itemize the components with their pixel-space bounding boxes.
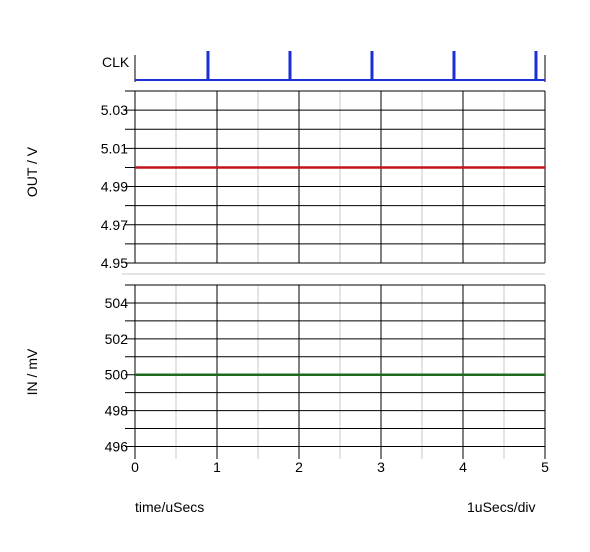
in-y-tick-label: 496 xyxy=(105,438,129,454)
in-y-axis-label: IN / mV xyxy=(24,348,40,395)
clk-pulse xyxy=(370,51,374,80)
in-y-tick-label: 498 xyxy=(105,403,129,419)
x-tick-label: 3 xyxy=(377,459,385,475)
in-y-tick-label: 502 xyxy=(105,331,129,347)
out-panel: 5.03 5.01 4.99 4.97 4.95 OUT / V xyxy=(24,90,546,271)
clk-pulse xyxy=(206,51,210,80)
x-tick-label: 2 xyxy=(295,459,303,475)
in-y-tick-label: 500 xyxy=(105,367,129,383)
out-y-axis-label: OUT / V xyxy=(24,146,40,197)
x-axis-label: time/uSecs xyxy=(135,499,205,515)
in-panel: 504 502 500 498 496 IN / mV xyxy=(24,284,546,459)
x-tick-label: 1 xyxy=(213,459,221,475)
clk-pulse xyxy=(534,51,538,80)
out-y-tick-label: 4.97 xyxy=(101,217,128,233)
in-y-tick-label: 504 xyxy=(105,295,129,311)
time-scale-label: 1uSecs/div xyxy=(467,499,536,515)
clk-label: CLK xyxy=(102,54,130,70)
x-tick-label: 5 xyxy=(541,459,549,475)
clk-pulse xyxy=(452,51,456,80)
x-tick-label: 0 xyxy=(131,459,139,475)
x-tick-label: 4 xyxy=(459,459,467,475)
out-y-tick-label: 4.95 xyxy=(101,255,128,271)
out-y-tick-label: 5.03 xyxy=(101,102,128,118)
clk-panel: CLK xyxy=(102,51,546,82)
out-y-tick-label: 4.99 xyxy=(101,179,128,195)
out-y-tick-label: 5.01 xyxy=(101,140,128,156)
clk-pulse xyxy=(288,51,292,80)
